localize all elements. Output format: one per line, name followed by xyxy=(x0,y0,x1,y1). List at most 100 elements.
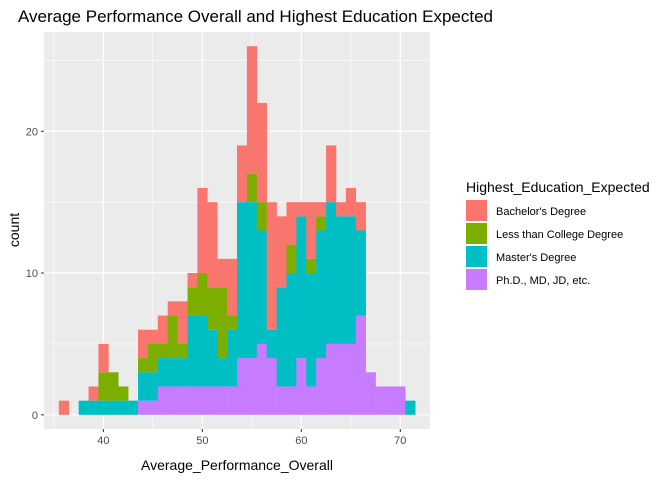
histogram-bars xyxy=(58,46,416,415)
bar-master-s-degree xyxy=(316,230,327,359)
bar-less-than-college-degree xyxy=(246,173,258,203)
bar-ph-d-md-jd-etc xyxy=(237,358,248,415)
y-axis-title: count xyxy=(6,213,22,247)
x-tick-label: 50 xyxy=(196,435,208,447)
bar-master-s-degree xyxy=(296,216,307,359)
bar-master-s-degree xyxy=(147,372,159,401)
y-tick-label: 10 xyxy=(26,268,38,280)
bar-master-s-degree xyxy=(118,400,129,415)
bar-less-than-college-degree xyxy=(256,202,267,231)
bar-bachelor-s-degree xyxy=(88,386,99,401)
chart-title: Average Performance Overall and Highest … xyxy=(18,7,493,26)
bar-bachelor-s-degree xyxy=(227,258,238,316)
bar-master-s-degree xyxy=(286,273,297,387)
bar-less-than-college-degree xyxy=(147,343,159,373)
bar-ph-d-md-jd-etc xyxy=(316,358,327,415)
bar-bachelor-s-degree xyxy=(266,202,277,330)
legend-label: Less than College Degree xyxy=(496,229,623,241)
bar-master-s-degree xyxy=(108,400,119,415)
bar-master-s-degree xyxy=(177,358,188,387)
bar-less-than-college-degree xyxy=(138,358,149,373)
x-tick-label: 40 xyxy=(97,435,109,447)
bar-master-s-degree xyxy=(98,400,109,415)
legend: Highest_Education_Expected Bachelor's De… xyxy=(466,179,650,290)
bar-ph-d-md-jd-etc xyxy=(207,386,218,415)
bar-master-s-degree xyxy=(217,358,228,387)
bar-less-than-college-degree xyxy=(207,287,218,330)
legend-label: Ph.D., MD, JD, etc. xyxy=(496,275,590,287)
bar-ph-d-md-jd-etc xyxy=(286,386,297,415)
bar-master-s-degree xyxy=(187,315,198,387)
bar-master-s-degree xyxy=(266,329,277,359)
legend-swatch xyxy=(466,269,487,290)
bar-bachelor-s-degree xyxy=(138,329,149,359)
bar-less-than-college-degree xyxy=(177,343,188,359)
bar-less-than-college-degree xyxy=(316,216,327,231)
bar-bachelor-s-degree xyxy=(246,46,258,174)
x-axis-title: Average_Performance_Overall xyxy=(141,457,333,473)
bar-bachelor-s-degree xyxy=(316,202,327,217)
bar-less-than-college-degree xyxy=(197,273,208,316)
bar-master-s-degree xyxy=(237,202,248,359)
bar-ph-d-md-jd-etc xyxy=(276,386,287,415)
bar-master-s-degree xyxy=(345,216,357,344)
bar-ph-d-md-jd-etc xyxy=(395,386,406,415)
bar-ph-d-md-jd-etc xyxy=(197,386,208,415)
x-tick-label: 70 xyxy=(394,435,406,447)
bar-bachelor-s-degree xyxy=(98,343,109,373)
legend-swatch xyxy=(466,200,487,221)
bar-bachelor-s-degree xyxy=(256,102,267,203)
bar-less-than-college-degree xyxy=(108,372,119,401)
legend-title: Highest_Education_Expected xyxy=(466,179,650,195)
bar-bachelor-s-degree xyxy=(157,315,169,344)
bar-bachelor-s-degree xyxy=(217,258,228,288)
bar-master-s-degree xyxy=(88,400,99,415)
bar-less-than-college-degree xyxy=(227,315,238,330)
bar-bachelor-s-degree xyxy=(197,187,208,274)
bar-ph-d-md-jd-etc xyxy=(326,343,337,415)
bar-ph-d-md-jd-etc xyxy=(306,386,317,415)
bar-bachelor-s-degree xyxy=(276,216,287,288)
bar-ph-d-md-jd-etc xyxy=(157,386,169,415)
bar-bachelor-s-degree xyxy=(207,202,218,288)
bar-master-s-degree xyxy=(78,400,89,415)
bar-bachelor-s-degree xyxy=(58,400,70,415)
legend-items: Bachelor's Degree Less than College Degre… xyxy=(466,200,623,290)
bar-less-than-college-degree xyxy=(306,258,317,274)
legend-label: Master's Degree xyxy=(496,252,576,264)
bar-master-s-degree xyxy=(355,230,366,316)
bar-ph-d-md-jd-etc xyxy=(355,315,366,415)
bar-bachelor-s-degree xyxy=(177,301,188,344)
bar-master-s-degree xyxy=(306,273,317,387)
bar-bachelor-s-degree xyxy=(187,273,198,288)
bar-master-s-degree xyxy=(335,216,347,344)
x-tick-label: 60 xyxy=(295,435,307,447)
bar-master-s-degree xyxy=(207,329,218,387)
legend-swatch xyxy=(466,246,487,267)
bar-bachelor-s-degree xyxy=(286,202,297,245)
bar-bachelor-s-degree xyxy=(296,202,307,217)
bar-bachelor-s-degree xyxy=(335,202,347,217)
bar-less-than-college-degree xyxy=(187,287,198,316)
bar-less-than-college-degree xyxy=(157,343,169,359)
legend-swatch xyxy=(466,223,487,244)
bar-ph-d-md-jd-etc xyxy=(177,386,188,415)
bar-ph-d-md-jd-etc xyxy=(335,343,347,415)
bar-bachelor-s-degree xyxy=(355,202,366,231)
bar-ph-d-md-jd-etc xyxy=(266,358,277,415)
bar-ph-d-md-jd-etc xyxy=(385,386,396,415)
bar-master-s-degree xyxy=(326,202,337,344)
y-tick-label: 20 xyxy=(26,126,38,138)
bar-master-s-degree xyxy=(227,329,238,387)
bar-less-than-college-degree xyxy=(286,244,297,274)
bar-bachelor-s-degree xyxy=(306,202,317,259)
axes: 40 50 60 70 0 10 20 xyxy=(26,126,407,447)
bar-bachelor-s-degree xyxy=(167,301,178,316)
bar-less-than-college-degree xyxy=(167,315,178,359)
bar-bachelor-s-degree xyxy=(237,145,248,203)
y-tick-label: 0 xyxy=(32,410,38,422)
bar-less-than-college-degree xyxy=(118,386,129,401)
bar-less-than-college-degree xyxy=(217,287,228,359)
legend-label: Bachelor's Degree xyxy=(496,206,586,218)
